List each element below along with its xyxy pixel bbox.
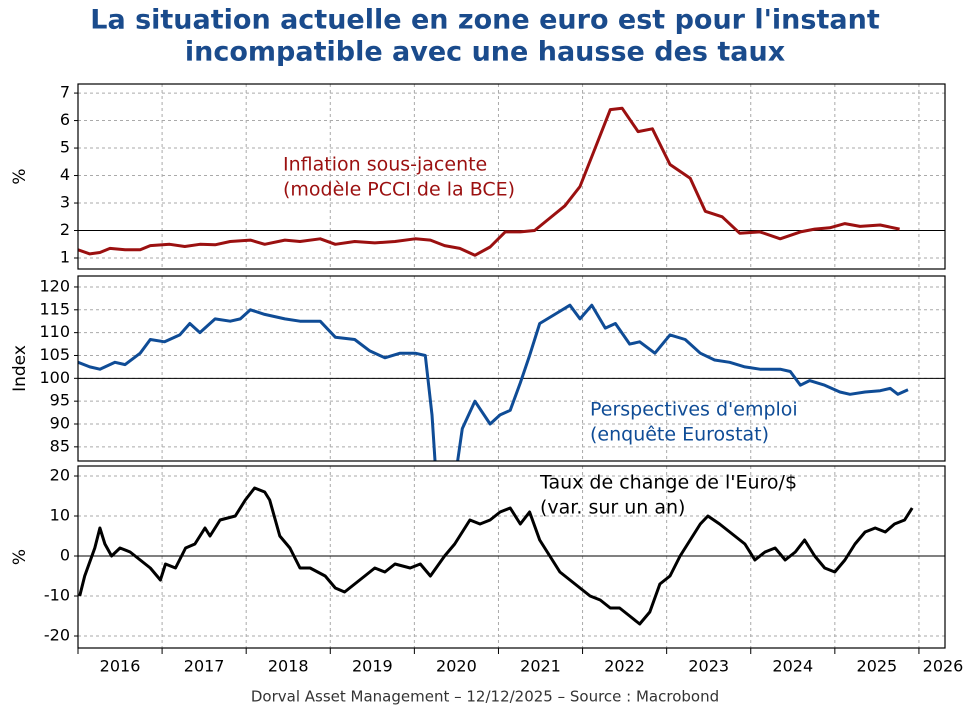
plot-frame bbox=[77, 465, 946, 649]
data-line bbox=[78, 303, 909, 461]
y-tick-label: 10 bbox=[50, 506, 70, 525]
annotation: Perspectives d'emploi bbox=[590, 399, 798, 421]
y-tick-label: 105 bbox=[39, 345, 70, 364]
y-tick-label: 90 bbox=[50, 414, 70, 433]
annotation: Taux de change de l'Euro/$ bbox=[539, 472, 797, 494]
y-tick-label: 115 bbox=[39, 299, 70, 318]
x-tick-label: 2024 bbox=[772, 657, 813, 676]
y-tick-label: 20 bbox=[50, 466, 70, 485]
annotation: (modèle PCCI de la BCE) bbox=[283, 179, 515, 201]
plot-frame bbox=[77, 275, 946, 462]
chart-title: La situation actuelle en zone euro est p… bbox=[90, 5, 880, 36]
y-tick-label: -10 bbox=[44, 586, 70, 605]
y-tick-label: 120 bbox=[39, 276, 70, 295]
y-tick-label: 100 bbox=[39, 368, 70, 387]
x-tick-label: 2019 bbox=[352, 657, 393, 676]
y-axis-label: Index bbox=[10, 345, 30, 392]
annotation: Inflation sous-jacente bbox=[283, 154, 487, 176]
x-tick-label: 2017 bbox=[184, 657, 225, 676]
y-tick-label: 110 bbox=[39, 322, 70, 341]
y-tick-label: 2 bbox=[60, 220, 70, 239]
x-tick-label: 2018 bbox=[268, 657, 309, 676]
x-tick-label: 2020 bbox=[436, 657, 477, 676]
y-tick-label: 6 bbox=[60, 110, 70, 129]
y-tick-label: 85 bbox=[50, 436, 70, 455]
footer: Dorval Asset Management – 12/12/2025 – S… bbox=[251, 688, 719, 706]
y-tick-label: 4 bbox=[60, 165, 70, 184]
y-tick-label: 1 bbox=[60, 248, 70, 267]
plot-frame bbox=[77, 83, 946, 270]
chart-title: incompatible avec une hausse des taux bbox=[185, 37, 785, 68]
y-tick-label: 3 bbox=[60, 193, 70, 212]
x-tick-label: 2026 bbox=[923, 657, 964, 676]
data-line bbox=[78, 486, 914, 626]
y-tick-label: 0 bbox=[60, 546, 70, 565]
y-tick-label: 5 bbox=[60, 138, 70, 157]
y-tick-label: 95 bbox=[50, 391, 70, 410]
annotation: (var. sur un an) bbox=[540, 497, 685, 519]
y-axis-label: % bbox=[10, 549, 30, 565]
y-tick-label: -20 bbox=[44, 626, 70, 645]
x-tick-label: 2022 bbox=[604, 657, 645, 676]
x-tick-label: 2021 bbox=[520, 657, 561, 676]
x-tick-label: 2016 bbox=[100, 657, 141, 676]
annotation: (enquête Eurostat) bbox=[590, 424, 769, 446]
y-axis-label: % bbox=[10, 168, 30, 184]
data-line bbox=[78, 106, 900, 257]
x-tick-label: 2023 bbox=[688, 657, 729, 676]
x-tick-label: 2025 bbox=[857, 657, 898, 676]
y-tick-label: 7 bbox=[60, 83, 70, 102]
